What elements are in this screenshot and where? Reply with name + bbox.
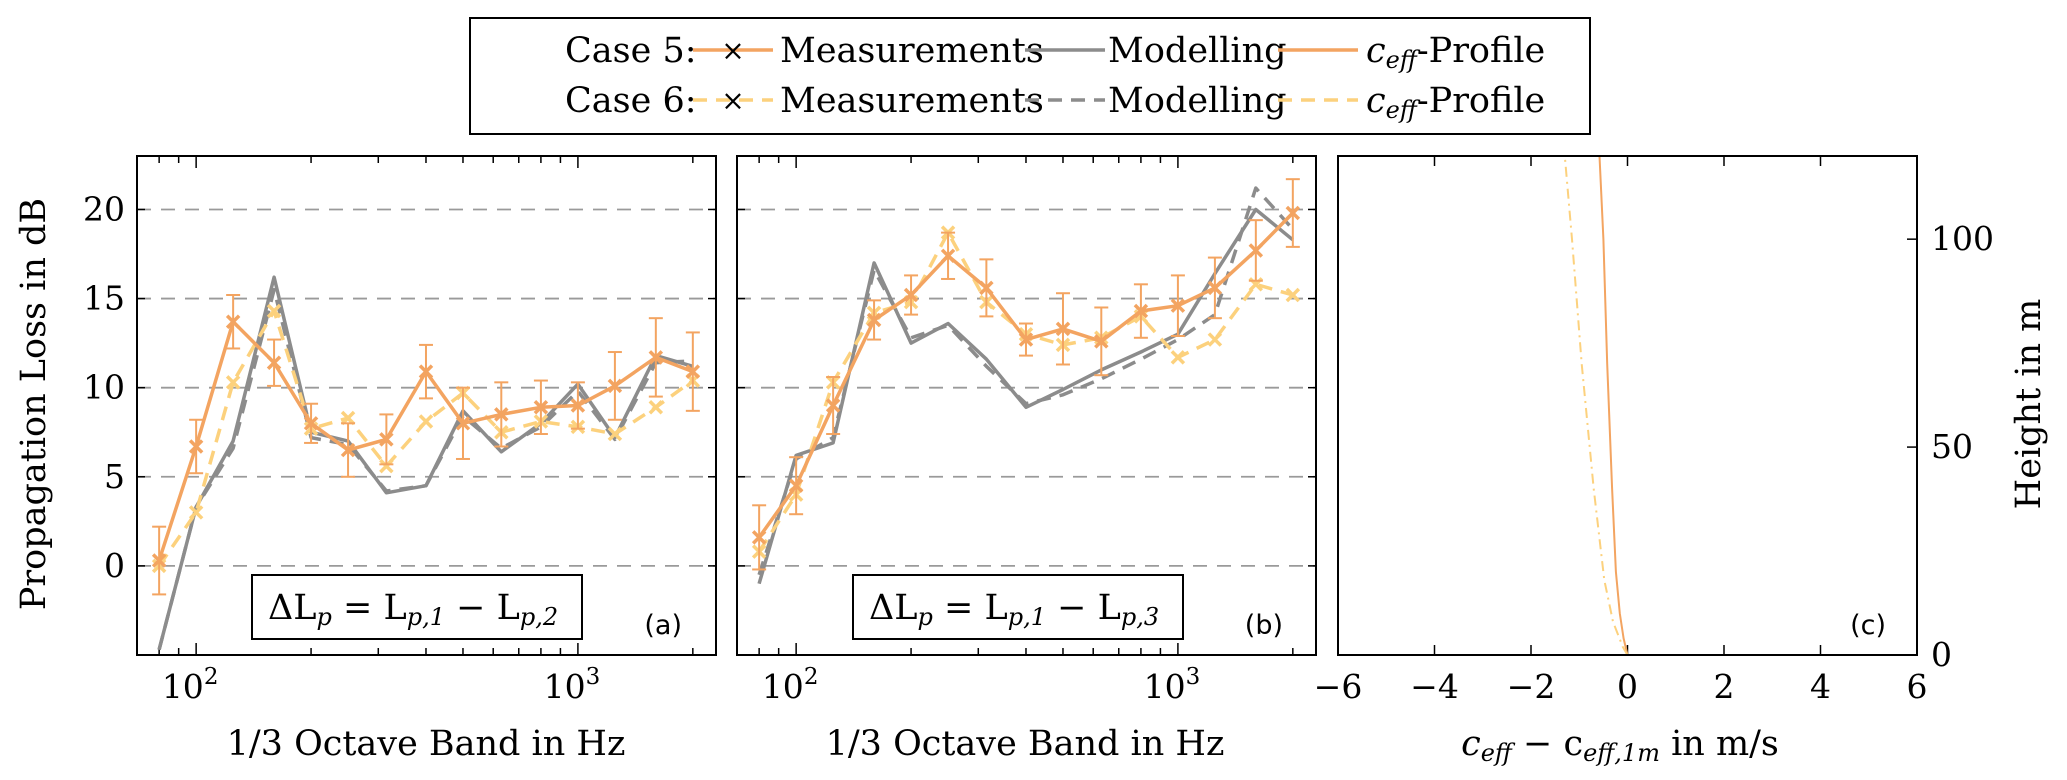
formula-b-box bbox=[852, 574, 1184, 640]
panel-a-case-5-measurements-point bbox=[455, 416, 471, 431]
legend-marker-case5: × bbox=[721, 34, 744, 67]
panel-b-case-5-measurements-point bbox=[1094, 334, 1109, 349]
panel-a-case-6-measurements-point bbox=[188, 505, 204, 520]
panel-b-case-5-measurements-point bbox=[825, 398, 841, 413]
panel-a-y-tick-label: 0 bbox=[104, 546, 125, 585]
panel-a-case-6-modelling-line bbox=[157, 287, 693, 651]
panel-a-tag: (a) bbox=[644, 610, 682, 641]
panel-c-y-tick-label: 50 bbox=[1931, 427, 1973, 466]
panel-a-case-5-measurements-point bbox=[418, 364, 434, 379]
panel-a-y-tick-label: 15 bbox=[83, 279, 125, 318]
panel-a-x-tick-label: 103 bbox=[544, 664, 601, 706]
panel-a-case-6-measurements-point bbox=[648, 400, 664, 415]
formula-a: ΔLp = Lp,1 − Lp,2 bbox=[251, 574, 583, 640]
panel-c-y-tick-label: 0 bbox=[1931, 635, 1952, 674]
panel-a-case-5-measurements-point bbox=[188, 439, 204, 454]
panel-c-case-5-c-eff-profile-line bbox=[1598, 155, 1629, 656]
panel-c-x-tick-label: 6 bbox=[1907, 667, 1928, 706]
panel-b-frame bbox=[736, 155, 1317, 656]
panel-c-frame bbox=[1337, 155, 1918, 656]
panel-b: 102 103 bbox=[736, 155, 1317, 706]
panel-b-case-5-measurements-point bbox=[1285, 205, 1301, 221]
panel-a-case-6-measurements-point bbox=[379, 458, 394, 474]
panel-a-frame bbox=[136, 155, 717, 656]
panel-b-case-6-measurements-point bbox=[1207, 332, 1223, 347]
panel-a-case-5-measurements-point bbox=[494, 407, 509, 422]
panel-a-y-tick-label: 10 bbox=[83, 368, 125, 407]
legend-case5-label: Case 5: bbox=[565, 31, 697, 71]
panel-b-x-tick-label: 103 bbox=[1144, 664, 1201, 706]
panel-c-y-tick-label: 100 bbox=[1931, 219, 1994, 258]
panel-a-case-6-measurements-point bbox=[340, 410, 356, 426]
panel-c-x-tick-label: 4 bbox=[1810, 667, 1831, 706]
panel-a-case-5-measurements-point bbox=[570, 398, 586, 413]
legend-marker-case6: × bbox=[721, 84, 744, 117]
panel-b-x-tick-label: 102 bbox=[762, 664, 819, 706]
y-axis-label: Propagation Loss in dB bbox=[14, 198, 54, 610]
panel-c-x-tick-label: −2 bbox=[1507, 667, 1556, 706]
panel-a-case-5-measurements-point bbox=[379, 432, 394, 447]
panel-c-case-6-c-eff-profile-line bbox=[1563, 155, 1629, 656]
panel-b-case-5-measurements-point bbox=[979, 280, 994, 296]
panel-b-case-5-measurements-point bbox=[1248, 243, 1264, 258]
legend: Case 5: Case 6: × Measurements Modelling… bbox=[469, 17, 1591, 135]
legend-case5-modelling: Modelling bbox=[1108, 31, 1287, 71]
panel-b-case-5-measurements-point bbox=[1207, 280, 1223, 296]
x-axis-label-a: 1/3 Octave Band in Hz bbox=[227, 724, 626, 764]
formula-b-text: ΔLp = Lp,1 − Lp,3 bbox=[869, 588, 1159, 631]
panel-b-case-5-measurements-point bbox=[866, 312, 882, 328]
panel-a-case-5-measurements-point bbox=[151, 553, 167, 568]
panel-a-case-5-measurements-point bbox=[303, 416, 319, 431]
x-axis-label-c: ceff − ceff,1m in m/s bbox=[1461, 724, 1779, 767]
panel-a-case-6-measurements-point bbox=[607, 426, 623, 442]
legend-case5-measurements: Measurements bbox=[780, 31, 1044, 71]
panel-b-case-6-measurements-point bbox=[1170, 350, 1186, 365]
panel-a-case-5-measurements-point bbox=[648, 350, 664, 365]
panel-a-case-5-measurements-point bbox=[607, 378, 623, 394]
legend-case6-profile: ceff-Profile bbox=[1366, 81, 1545, 124]
panel-a-case-5-measurements-point bbox=[225, 314, 241, 329]
panel-c-x-tick-label: 2 bbox=[1714, 667, 1735, 706]
panel-b-case-6-modelling-line bbox=[757, 186, 1295, 576]
x-axis-label-b: 1/3 Octave Band in Hz bbox=[826, 724, 1225, 764]
panel-b-case-5-measurements-point bbox=[1055, 321, 1071, 337]
panel-c-x-tick-label: −6 bbox=[1314, 667, 1363, 706]
panel-b-case-5-measurements-point bbox=[903, 287, 919, 303]
panel-a-case-5-measurements-point bbox=[533, 400, 549, 415]
panel-c-x-tick-label: 0 bbox=[1617, 667, 1638, 706]
panel-a-case-6-measurements-point bbox=[418, 414, 434, 429]
legend-case6-label: Case 6: bbox=[565, 81, 697, 121]
legend-case6-modelling: Modelling bbox=[1108, 81, 1287, 121]
panel-a-y-tick-label: 5 bbox=[104, 457, 125, 496]
legend-case5-profile: ceff-Profile bbox=[1366, 31, 1545, 74]
panel-a: 0 5 10 15 20 102 103 bbox=[83, 155, 717, 706]
panel-a-case-5-measurements-point bbox=[685, 364, 701, 379]
panel-b-case-5-measurements-point bbox=[751, 530, 767, 545]
panel-b-case-5-measurements-point bbox=[1018, 332, 1034, 347]
legend-case6-measurements: Measurements bbox=[780, 81, 1044, 121]
panel-b-tag: (b) bbox=[1245, 610, 1283, 641]
panel-b-case-5-measurements-point bbox=[940, 248, 956, 264]
panel-a-case-6-measurements-point bbox=[266, 303, 282, 319]
panel-b-case-6-measurements-point bbox=[1285, 287, 1301, 303]
panel-b-case-5-measurements-point bbox=[1170, 298, 1186, 313]
panel-b-case-5-measurements-point bbox=[788, 478, 804, 493]
legend-box bbox=[469, 17, 1591, 135]
formula-a-text: ΔLp = Lp,1 − Lp,2 bbox=[268, 588, 558, 631]
formula-a-box bbox=[251, 574, 583, 640]
formula-b: ΔLp = Lp,1 − Lp,3 bbox=[852, 574, 1184, 640]
panel-a-y-tick-label: 20 bbox=[83, 189, 125, 228]
panel-a-case-5-measurements-point bbox=[340, 442, 356, 458]
panel-a-x-tick-label: 102 bbox=[162, 664, 219, 706]
panel-c-tag: (c) bbox=[1850, 610, 1886, 641]
panel-a-case-5-measurements-point bbox=[266, 355, 282, 370]
y-axis-label-c: Height in m bbox=[2009, 299, 2049, 510]
panel-a-case-6-measurements-point bbox=[225, 375, 241, 390]
panel-c-x-tick-label: −4 bbox=[1410, 667, 1459, 706]
panel-b-case-5-measurements-point bbox=[1133, 303, 1149, 319]
